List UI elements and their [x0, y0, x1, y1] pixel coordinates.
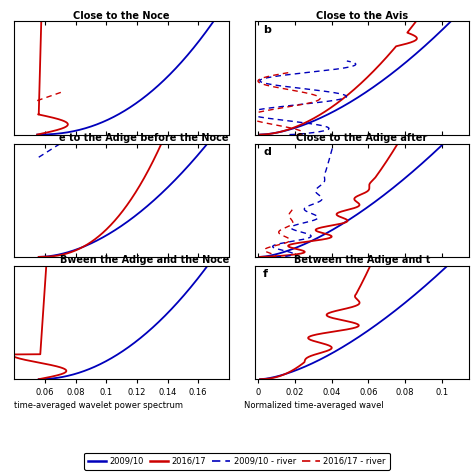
Text: d: d	[263, 147, 271, 157]
Text: b: b	[263, 25, 271, 35]
Title: Close to the Avis: Close to the Avis	[316, 10, 408, 20]
Legend: 2009/10, 2016/17, 2009/10 - river, 2016/17 - river: 2009/10, 2016/17, 2009/10 - river, 2016/…	[84, 453, 390, 470]
Title: Between the Adige and t: Between the Adige and t	[294, 255, 430, 265]
Text: time-averaged wavelet power spectrum: time-averaged wavelet power spectrum	[14, 401, 183, 410]
Text: f: f	[263, 269, 268, 279]
Title: Close to the Noce: Close to the Noce	[73, 10, 170, 20]
Text: Normalized time-averaged wavel: Normalized time-averaged wavel	[244, 401, 384, 410]
Text: Bween the Adige and the Noce: Bween the Adige and the Noce	[60, 255, 229, 265]
Text: e to the Adige before the Noce: e to the Adige before the Noce	[59, 133, 229, 143]
Title: Close to the Adige after: Close to the Adige after	[296, 133, 428, 143]
